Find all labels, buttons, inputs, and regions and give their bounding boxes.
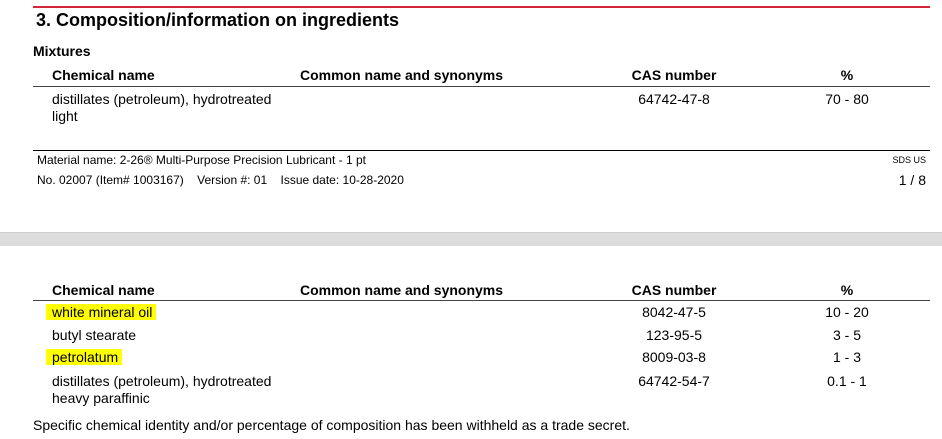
header-rule <box>33 300 930 301</box>
chemical-name: distillates (petroleum), hydrotreated <box>52 373 272 389</box>
col-cas-number: CAS number <box>631 282 717 298</box>
chemical-name-highlighted: petrolatum <box>46 349 123 365</box>
col-percent: % <box>840 282 854 298</box>
footer-page-number: 1 / 8 <box>898 172 926 188</box>
cas-number: 64742-54-7 <box>638 373 710 389</box>
cas-number: 64742-47-8 <box>638 91 710 107</box>
col-chemical-name: Chemical name <box>52 282 155 298</box>
trade-secret-note: Specific chemical identity and/or percen… <box>33 417 630 433</box>
percent: 70 - 80 <box>825 91 869 107</box>
col-percent: % <box>840 67 854 83</box>
percent: 1 - 3 <box>832 349 862 365</box>
footer-rule <box>33 150 930 151</box>
col-cas-number: CAS number <box>631 67 717 83</box>
cas-number: 123-95-5 <box>645 327 703 343</box>
col-chemical-name: Chemical name <box>52 67 155 83</box>
section-title: 3. Composition/information on ingredient… <box>36 10 399 30</box>
subsection-title: Mixtures <box>33 43 91 59</box>
chemical-name-cont: heavy paraffinic <box>52 390 150 406</box>
footer-material-name: Material name: 2-26® Multi-Purpose Preci… <box>37 153 366 167</box>
percent: 0.1 - 1 <box>827 373 867 389</box>
chemical-name: butyl stearate <box>52 327 137 343</box>
footer-doc-info: No. 02007 (Item# 1003167) Version #: 01 … <box>37 173 404 187</box>
col-common-name: Common name and synonyms <box>300 67 504 83</box>
percent: 3 - 5 <box>832 327 862 343</box>
chemical-name-highlighted: white mineral oil <box>46 304 157 320</box>
section-top-rule <box>33 6 930 8</box>
cas-number: 8042-47-5 <box>642 304 706 320</box>
col-common-name: Common name and synonyms <box>300 282 504 298</box>
footer-sds-label: SDS US <box>892 155 926 165</box>
chemical-name: distillates (petroleum), hydrotreated <box>52 91 272 107</box>
percent: 10 - 20 <box>825 304 869 320</box>
page-break <box>0 232 942 246</box>
cas-number: 8009-03-8 <box>642 349 706 365</box>
chemical-name-cont: light <box>52 108 78 124</box>
header-rule <box>33 86 930 87</box>
